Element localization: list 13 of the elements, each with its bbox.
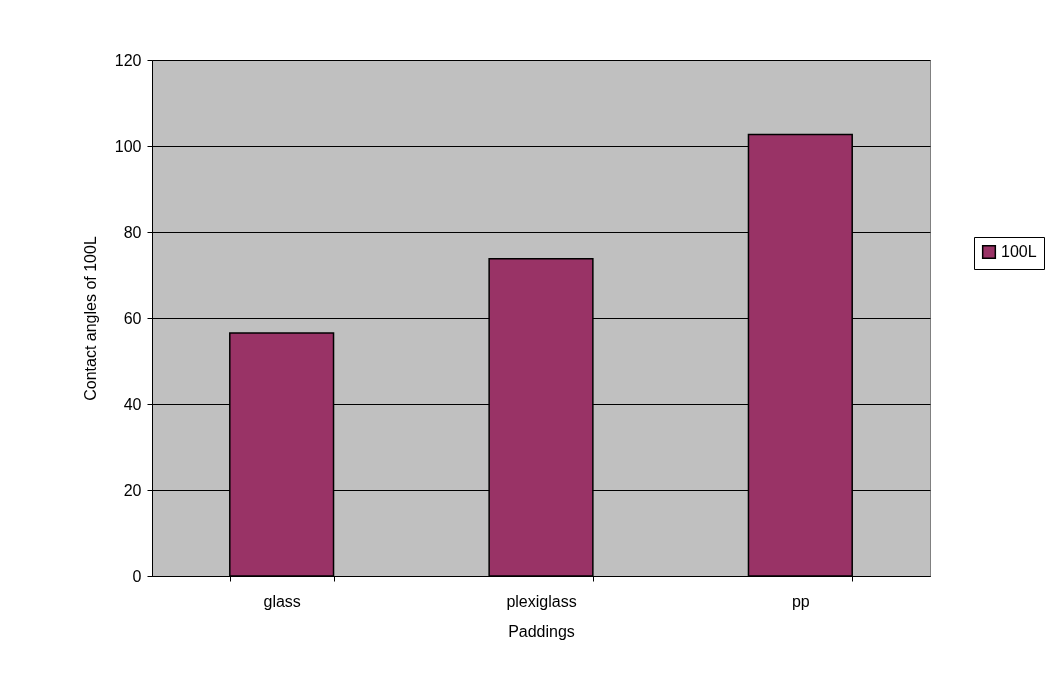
x-tick-label: glass	[263, 592, 301, 610]
y-tick-label: 80	[123, 223, 142, 241]
x-axis-title: Paddings	[508, 622, 575, 640]
legend-label: 100L	[1001, 243, 1037, 260]
y-tick-label: 60	[123, 309, 142, 327]
x-tick-label: pp	[791, 592, 810, 610]
y-tick-label: 120	[114, 51, 142, 69]
y-axis-title: Contact angles of 100L	[81, 236, 99, 401]
y-tick-label: 0	[132, 567, 142, 585]
y-tick-label: 20	[123, 481, 142, 499]
x-tick-label: plexiglass	[506, 592, 577, 610]
y-tick-label: 100	[114, 137, 142, 155]
y-tick-label: 40	[123, 395, 142, 413]
